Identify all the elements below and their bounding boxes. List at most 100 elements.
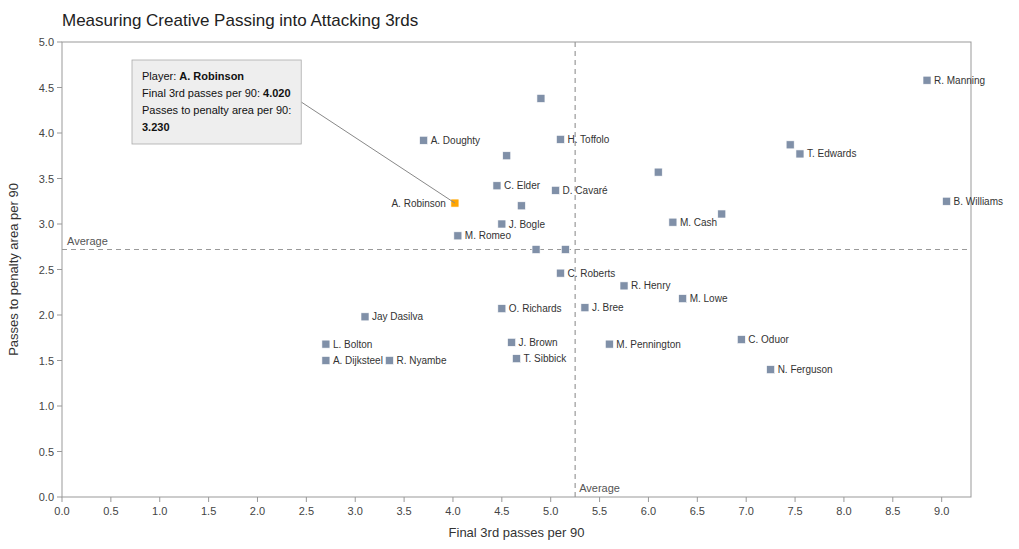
tick-label: 1.0 xyxy=(39,400,54,412)
background xyxy=(0,0,1019,549)
point-label: R. Manning xyxy=(934,75,985,86)
series xyxy=(322,76,951,373)
chart: Measuring Creative Passing into Attackin… xyxy=(0,0,1019,549)
point-label: T. Edwards xyxy=(807,148,856,159)
annotation-text: Passes to penalty area per 90: xyxy=(142,104,291,116)
tick-label: 7.0 xyxy=(739,505,754,517)
reference-line xyxy=(62,249,971,250)
tick xyxy=(57,360,62,361)
tick xyxy=(697,497,698,502)
tick-label: 1.0 xyxy=(152,505,167,517)
point xyxy=(420,136,428,144)
point-label: M. Lowe xyxy=(690,293,728,304)
tick xyxy=(306,497,307,502)
annotation-connector xyxy=(301,102,455,203)
tick-label: 5.5 xyxy=(592,505,607,517)
tick xyxy=(208,497,209,502)
tick-label: 0.5 xyxy=(39,446,54,458)
point xyxy=(620,282,628,290)
tick xyxy=(648,497,649,502)
point xyxy=(923,76,931,84)
point-label: O. Richards xyxy=(509,303,562,314)
tick-label: 5.0 xyxy=(543,505,558,517)
tick xyxy=(843,497,844,502)
tick-label: 1.5 xyxy=(201,505,216,517)
annotation-text: Player: xyxy=(142,70,179,82)
tick xyxy=(57,87,62,88)
point xyxy=(454,232,462,240)
title: Measuring Creative Passing into Attackin… xyxy=(62,11,418,30)
point-label: C. Oduor xyxy=(748,334,789,345)
point-label: B. Williams xyxy=(954,196,1003,207)
point-label: D. Cavaré xyxy=(563,185,608,196)
tick xyxy=(57,315,62,316)
tick xyxy=(57,133,62,134)
point-label: A. Doughty xyxy=(431,135,480,146)
point xyxy=(767,366,775,374)
point xyxy=(737,336,745,344)
point xyxy=(654,168,662,176)
reference-label: Average xyxy=(579,482,620,494)
tick xyxy=(57,224,62,225)
point-label: J. Bogle xyxy=(509,219,546,230)
tick xyxy=(257,497,258,502)
y-axis-label: Passes to penalty area per 90 xyxy=(6,183,21,356)
plot-area xyxy=(62,42,971,497)
tick-label: 2.5 xyxy=(39,264,54,276)
tick xyxy=(452,497,453,502)
y-axis: 0.00.51.01.52.02.53.03.54.04.55.0 xyxy=(39,36,62,503)
reference-label: Average xyxy=(67,235,108,247)
annotation-text: 4.020 xyxy=(263,87,291,99)
tick-label: 6.0 xyxy=(641,505,656,517)
point-label: A. Robinson xyxy=(391,198,445,209)
tick xyxy=(57,178,62,179)
point-label: M. Romeo xyxy=(465,230,512,241)
plot-frame xyxy=(62,42,971,497)
tick-label: 2.0 xyxy=(250,505,265,517)
tick-label: 4.5 xyxy=(39,82,54,94)
point xyxy=(322,357,330,365)
tick-label: 8.5 xyxy=(885,505,900,517)
tick xyxy=(57,451,62,452)
point xyxy=(561,245,569,253)
point xyxy=(493,182,501,190)
point xyxy=(513,355,521,363)
tick-label: 2.5 xyxy=(299,505,314,517)
point-label: J. Brown xyxy=(519,337,558,348)
tick-label: 4.0 xyxy=(39,127,54,139)
annotation-text: 3.230 xyxy=(142,121,170,133)
tick-label: 7.5 xyxy=(787,505,802,517)
point xyxy=(786,141,794,149)
tick-label: 3.0 xyxy=(39,218,54,230)
point xyxy=(498,220,506,228)
tick-label: 3.0 xyxy=(348,505,363,517)
tick xyxy=(501,497,502,502)
point-label: H. Toffolo xyxy=(567,134,609,145)
tick-label: 0.5 xyxy=(103,505,118,517)
point xyxy=(718,210,726,218)
point xyxy=(537,94,545,102)
tick xyxy=(110,497,111,502)
tick xyxy=(57,42,62,43)
point-label: M. Cash xyxy=(680,217,717,228)
point xyxy=(605,340,613,348)
tick xyxy=(892,497,893,502)
tick-label: 3.5 xyxy=(39,173,54,185)
point xyxy=(517,202,525,210)
annotation: Player: A. RobinsonFinal 3rd passes per … xyxy=(132,60,301,144)
tick-label: 8.0 xyxy=(836,505,851,517)
tick xyxy=(355,497,356,502)
point xyxy=(361,313,369,321)
point-label: T. Sibbick xyxy=(524,353,568,364)
tick xyxy=(62,497,63,502)
point-label: L. Bolton xyxy=(333,339,372,350)
tick-label: 6.5 xyxy=(690,505,705,517)
tick-label: 9.0 xyxy=(934,505,949,517)
point-label: R. Nyambe xyxy=(396,355,446,366)
tick-label: 0.0 xyxy=(54,505,69,517)
tick xyxy=(159,497,160,502)
point xyxy=(556,135,564,143)
tick-label: 1.5 xyxy=(39,355,54,367)
tick xyxy=(550,497,551,502)
point xyxy=(796,150,804,158)
